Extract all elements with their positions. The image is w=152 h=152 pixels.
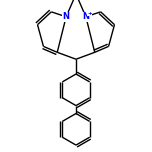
Text: N: N (63, 12, 70, 21)
Text: +: + (87, 11, 92, 16)
Text: N: N (82, 12, 89, 21)
